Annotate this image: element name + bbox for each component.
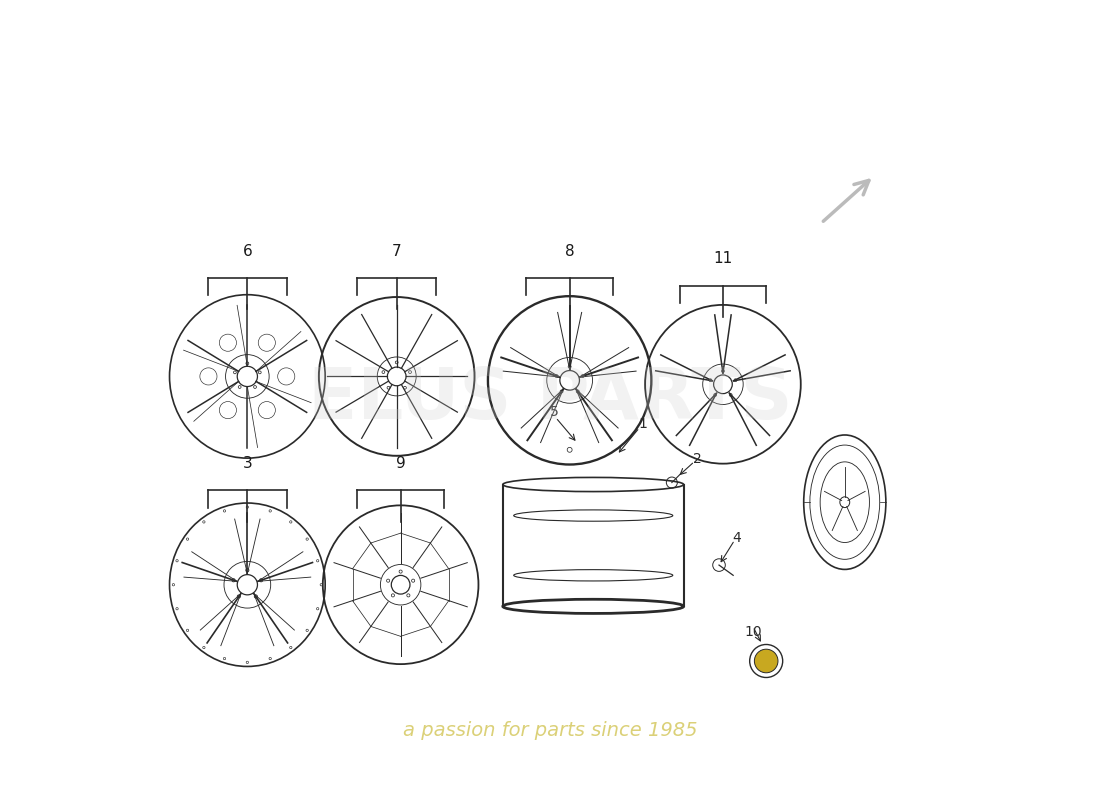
Text: 11: 11 xyxy=(713,251,733,266)
Text: a passion for parts since 1985: a passion for parts since 1985 xyxy=(403,721,697,740)
Text: 10: 10 xyxy=(744,625,761,639)
Text: 9: 9 xyxy=(396,456,406,470)
Text: 4: 4 xyxy=(733,530,741,545)
Text: 2: 2 xyxy=(693,452,702,466)
Ellipse shape xyxy=(755,649,778,673)
Text: 5: 5 xyxy=(550,405,559,418)
Text: 1: 1 xyxy=(638,417,647,430)
Text: 7: 7 xyxy=(392,243,402,258)
Text: ELUS PARTS: ELUS PARTS xyxy=(308,366,792,434)
Text: 3: 3 xyxy=(242,456,252,470)
Text: 8: 8 xyxy=(564,243,574,258)
Text: 6: 6 xyxy=(242,243,252,258)
